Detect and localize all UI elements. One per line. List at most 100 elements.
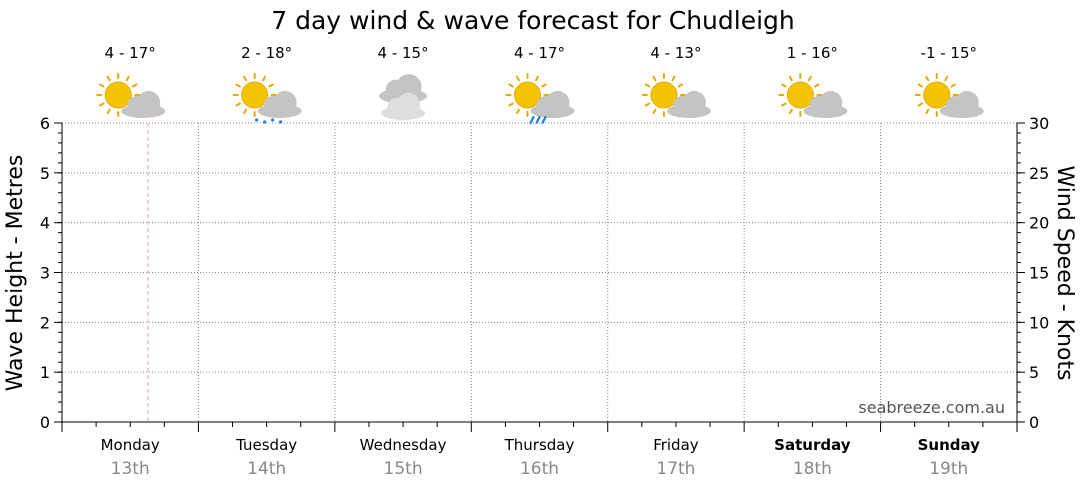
- weather-icons: [96, 73, 984, 125]
- day-name: Friday: [653, 436, 699, 454]
- day-date: 19th: [929, 459, 968, 479]
- cloud-puff: [818, 90, 843, 115]
- sun-ray: [644, 102, 651, 107]
- sun-ray: [243, 108, 248, 115]
- rain-drop: [271, 118, 275, 122]
- y-axis-left-label: Wave Height - Metres: [3, 155, 28, 392]
- sun-ray: [788, 108, 793, 115]
- sun-ray: [99, 102, 105, 107]
- sun: [514, 81, 541, 109]
- partly-cloudy-rain-icon: [505, 73, 575, 125]
- cloud-puff: [682, 90, 706, 115]
- tick-label-right: 15: [1029, 264, 1049, 283]
- tick-label-left: 5: [40, 164, 50, 183]
- sun: [650, 81, 678, 109]
- tick-label-right: 30: [1029, 114, 1049, 133]
- sun-ray: [781, 102, 787, 107]
- sun-ray: [235, 102, 241, 107]
- day-date: 13th: [111, 459, 150, 479]
- sun-ray: [814, 83, 820, 88]
- temperature-label: 2 - 18°: [241, 44, 292, 62]
- day-name: Thursday: [504, 436, 575, 454]
- sun-ray: [925, 75, 930, 82]
- rain-streak: [541, 115, 547, 125]
- watermark: seabreeze.com.au: [858, 398, 1005, 417]
- cloud-puff: [396, 74, 422, 100]
- rain-streak: [535, 115, 541, 125]
- sun-ray: [508, 102, 514, 107]
- day-name: Saturday: [774, 436, 851, 454]
- day-name: Wednesday: [360, 436, 447, 454]
- sun-ray: [925, 108, 930, 115]
- temperature-label: 1 - 16°: [787, 44, 838, 62]
- sun-ray: [535, 75, 539, 82]
- day-name: Sunday: [918, 436, 981, 454]
- tick-label-left: 1: [40, 363, 50, 382]
- sun-ray: [99, 83, 105, 88]
- sun-ray: [131, 83, 138, 88]
- tick-label-left: 6: [40, 114, 50, 133]
- day-date: 17th: [656, 459, 695, 479]
- sun-ray: [917, 102, 924, 107]
- sun-ray: [268, 83, 274, 88]
- sun-ray: [944, 75, 949, 82]
- sun-ray: [807, 75, 812, 82]
- day-labels: 4 - 17° Monday 13th 2 - 18° Tuesday 14th 4 - 1…: [101, 44, 981, 479]
- temperature-label: 4 - 13°: [650, 44, 701, 62]
- cloud-puff: [396, 92, 421, 117]
- temperature-label: 4 - 15°: [378, 44, 429, 62]
- tick-label-right: 5: [1029, 363, 1039, 382]
- cloud-puff: [955, 90, 979, 115]
- day-name: Monday: [101, 436, 160, 454]
- sun-ray: [950, 83, 956, 88]
- partly-cloudy-icon: [914, 73, 984, 119]
- y-axis-right-label: Wind Speed - Knots: [1052, 165, 1077, 380]
- tick-label-left: 4: [40, 214, 50, 233]
- sun-ray: [781, 83, 787, 88]
- sun: [923, 81, 951, 109]
- cloud-puff: [273, 90, 297, 115]
- sun-ray: [516, 75, 520, 82]
- rain-drop: [255, 118, 259, 122]
- rain-streak: [529, 115, 535, 125]
- sun-ray: [243, 75, 248, 82]
- partly-cloudy-icon: [96, 73, 166, 119]
- day-name: Tuesday: [235, 436, 297, 454]
- sun: [786, 81, 814, 109]
- sun-ray: [652, 75, 657, 82]
- tick-label-right: 0: [1029, 413, 1039, 432]
- sun-ray: [917, 83, 924, 88]
- temperature-label: 4 - 17°: [105, 44, 156, 62]
- grid: [62, 122, 1017, 422]
- tick-label-left: 0: [40, 413, 50, 432]
- sun-ray: [262, 75, 267, 82]
- sun-ray: [235, 83, 241, 88]
- axes: 0 1 2 3 4 5 6 0 5 10 15 20 25 30: [40, 114, 1049, 432]
- sun-ray: [671, 75, 676, 82]
- cloud-puff: [546, 90, 570, 115]
- partly-cloudy-showers-icon: [232, 73, 302, 124]
- partly-cloudy-icon: [778, 73, 848, 119]
- sun-ray: [508, 83, 514, 88]
- chart-title: 7 day wind & wave forecast for Chudleigh: [271, 6, 795, 35]
- sun-ray: [644, 83, 651, 88]
- sun-ray: [106, 75, 111, 82]
- day-date: 14th: [247, 459, 286, 479]
- day-date: 18th: [793, 459, 832, 479]
- tick-label-right: 20: [1029, 214, 1049, 233]
- temperature-label: -1 - 15°: [921, 44, 978, 62]
- sun-ray: [516, 108, 520, 115]
- sun-ray: [541, 83, 547, 88]
- cloud-puff: [136, 90, 161, 115]
- tick-label-left: 2: [40, 313, 50, 332]
- cloudy-icon: [379, 74, 428, 121]
- sun: [104, 81, 132, 109]
- day-date: 15th: [384, 459, 423, 479]
- sun-ray: [788, 75, 793, 82]
- sun-ray: [652, 108, 657, 115]
- partly-cloudy-icon: [641, 73, 711, 119]
- tick-label-right: 10: [1029, 313, 1049, 332]
- tick-label-left: 3: [40, 264, 50, 283]
- temperature-label: 4 - 17°: [514, 44, 565, 62]
